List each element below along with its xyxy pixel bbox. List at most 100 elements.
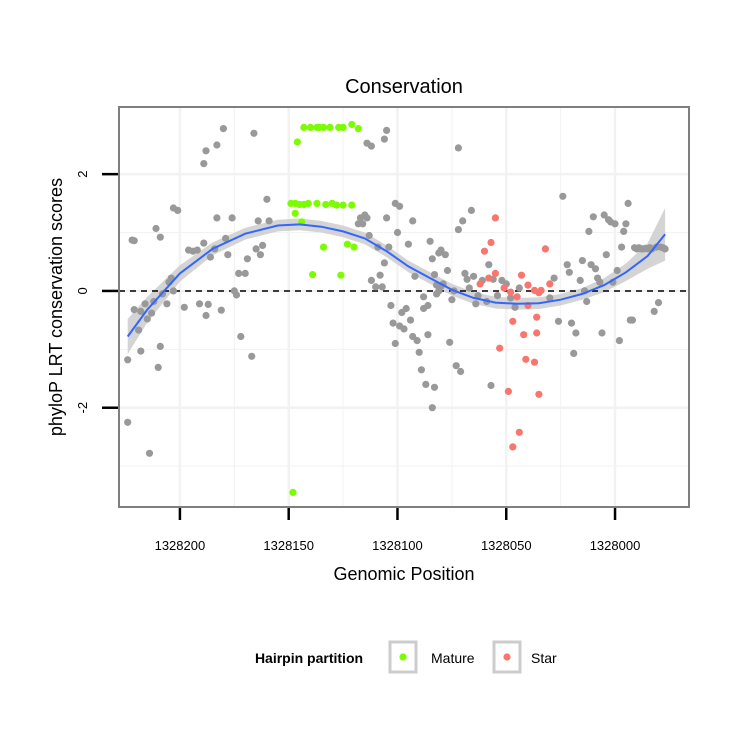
point-other [446,338,454,346]
point-other [428,404,436,412]
point-other [265,217,273,225]
smooth-fit-line [126,223,666,338]
point-other [409,217,417,225]
point-other [472,300,480,308]
point-other [148,309,156,317]
point-other [470,272,478,280]
data-points [124,120,669,496]
legend-label-star: Star [531,650,557,666]
legend-dot-star [503,653,511,661]
point-other [424,331,432,339]
point-other [387,301,395,310]
point-other [202,311,210,320]
point-other [363,139,371,147]
point-other [454,144,462,152]
point-other [393,228,402,237]
point-other [156,342,164,350]
point-other [402,304,410,313]
point-other [443,266,452,275]
legend-label-mature: Mature [431,650,475,666]
point-other [428,255,436,263]
point-other [180,303,188,311]
point-other [163,300,171,308]
legend-title: Hairpin partition [255,650,363,666]
point-other [430,271,439,279]
point-star [485,274,493,282]
point-other [359,220,367,228]
point-mature [309,271,317,279]
point-star [513,293,521,301]
point-other [618,243,626,251]
point-other [624,199,632,207]
point-other [237,332,245,341]
point-other [485,261,493,269]
point-mature [348,120,356,129]
point-other [213,141,221,149]
point-star [533,313,541,321]
point-other [463,275,471,283]
point-mature [339,123,347,131]
point-other [433,290,441,298]
point-other [228,214,236,222]
point-other [589,213,597,221]
point-star [480,247,489,255]
point-other [511,303,519,311]
point-other [378,283,386,291]
point-other [206,253,214,261]
point-other [130,306,138,314]
point-other [154,363,162,371]
point-other [507,294,515,302]
point-star [491,269,499,277]
point-other [232,291,241,299]
point-other [383,126,391,134]
point-other [376,271,384,279]
point-other [248,352,256,360]
point-other [195,300,204,308]
point-star [515,428,523,436]
point-other [169,287,177,295]
point-mature [304,199,312,207]
point-other [598,329,606,337]
point-other [515,284,523,292]
point-other [474,292,482,300]
point-other [380,259,388,267]
point-other [465,284,473,292]
point-other [380,135,388,143]
point-other [454,226,462,234]
point-other [241,269,249,277]
point-other [383,214,391,222]
point-other [578,257,587,265]
point-other [620,227,628,235]
point-other [565,268,573,276]
point-other [389,319,397,327]
point-other [141,300,149,308]
point-other [459,217,467,225]
point-other [550,274,558,282]
point-other [259,241,267,249]
point-other [591,265,600,273]
point-other [213,214,221,222]
point-other [661,245,669,253]
y-axis: 2 0 -2 [75,171,118,413]
point-star [496,344,504,352]
x-tick-label: 1328000 [590,538,641,553]
point-other [615,337,624,345]
point-mature [322,200,330,209]
point-other [654,299,663,307]
point-other [576,276,584,284]
point-other [452,362,460,370]
point-star [524,281,532,289]
point-other [563,261,571,269]
point-other [400,325,408,333]
point-star [487,238,495,247]
x-tick-label: 1328050 [481,538,532,553]
point-mature [313,199,321,207]
point-mature [337,271,345,279]
point-other [156,233,164,241]
point-mature [326,123,334,131]
point-other [130,237,138,245]
point-mature [300,123,308,131]
point-star [509,443,517,451]
x-tick-label: 1328150 [263,538,314,553]
